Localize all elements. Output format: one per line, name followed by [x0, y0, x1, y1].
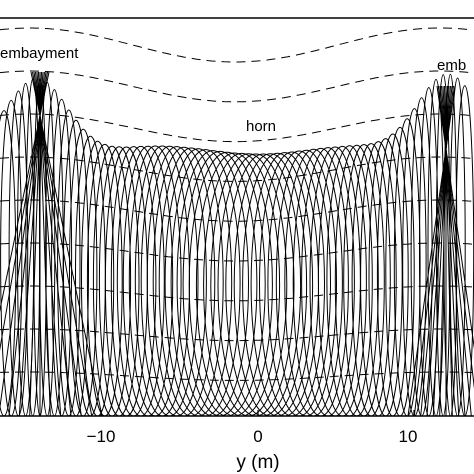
dashed-contour: [0, 156, 473, 182]
x-tick-label: −10: [87, 427, 116, 446]
dashed-contour: [0, 70, 473, 103]
dashed-contour: [0, 242, 473, 262]
dashed-contour: [0, 285, 473, 302]
cross-line: [436, 85, 474, 350]
cross-hatch-lines: [0, 71, 474, 417]
dashed-contour: [0, 113, 473, 143]
x-axis-label: y (m): [236, 452, 279, 473]
horn-label: horn: [246, 118, 276, 135]
embayment-label-left: embayment: [0, 45, 79, 62]
x-tick-label: 10: [399, 427, 418, 446]
dashed-contour: [0, 371, 473, 381]
dashed-contour: [0, 27, 473, 63]
x-tick-label: 0: [253, 427, 262, 446]
embayment-label-right: emb: [437, 57, 466, 74]
cross-line: [30, 71, 103, 417]
